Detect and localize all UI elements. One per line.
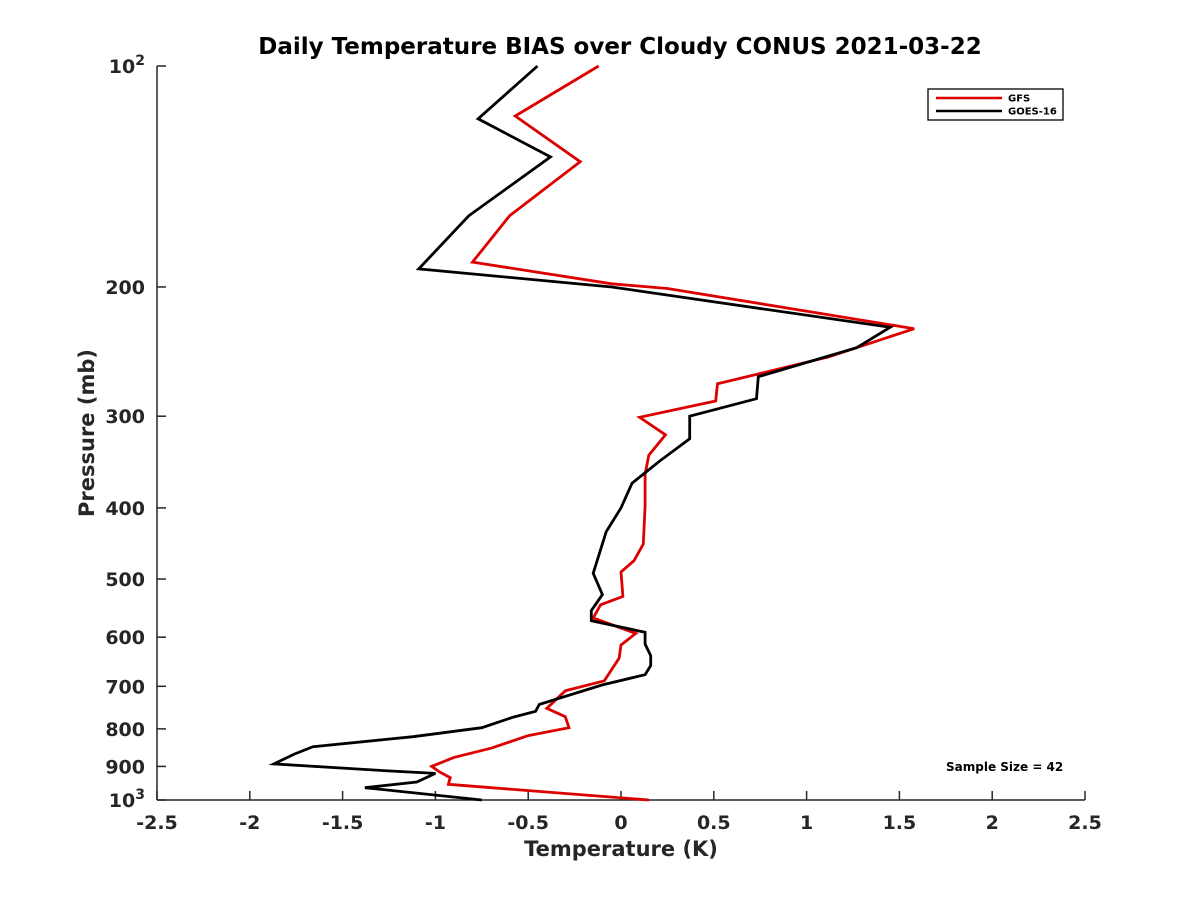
legend-box [927, 88, 1064, 121]
x-tick-label: 0.5 [697, 812, 731, 834]
y-tick-label: 500 [105, 569, 145, 591]
x-axis-label: Temperature (K) [524, 837, 718, 861]
sample-size-annotation: Sample Size = 42 [946, 760, 1063, 774]
y-tick-label: 700 [105, 676, 145, 698]
x-tick-label: -1.5 [322, 812, 364, 834]
y-tick-label: 900 [105, 756, 145, 778]
x-tick-label: -1 [425, 812, 446, 834]
y-axis-label: Pressure (mb) [75, 349, 99, 517]
legend: GFS GOES-16 [927, 88, 1064, 121]
legend-label-gfs: GFS [1008, 94, 1030, 105]
axes: -2.5 -2 -1.5 -1 -0.5 0 0.5 1 1.5 2 2.5 102 200 300 400… [105, 53, 1102, 834]
y-tick-label: 103 [109, 787, 145, 812]
chart-title: Daily Temperature BIAS over Cloudy CONUS… [258, 34, 981, 60]
y-tick-label: 400 [105, 498, 145, 520]
x-tick-label: 1 [800, 812, 813, 834]
series-line-gfs [428, 64, 915, 802]
y-tick-label: 200 [105, 277, 145, 299]
x-tick-label: -2.5 [136, 812, 178, 834]
x-tick-label: 0 [614, 812, 627, 834]
y-tick-label: 102 [109, 53, 145, 78]
x-tick-label: 2.5 [1068, 812, 1102, 834]
x-tick-label: -2 [239, 812, 260, 834]
y-tick-label: 600 [105, 627, 145, 649]
x-tick-label: 2 [986, 812, 999, 834]
y-tick-label: 800 [105, 719, 145, 741]
legend-label-goes16: GOES-16 [1008, 107, 1057, 118]
x-tick-label: -0.5 [507, 812, 549, 834]
y-tick-label: 300 [105, 406, 145, 428]
series-line-goes16 [268, 64, 895, 802]
x-tick-label: 1.5 [883, 812, 917, 834]
series-lines [268, 64, 915, 802]
